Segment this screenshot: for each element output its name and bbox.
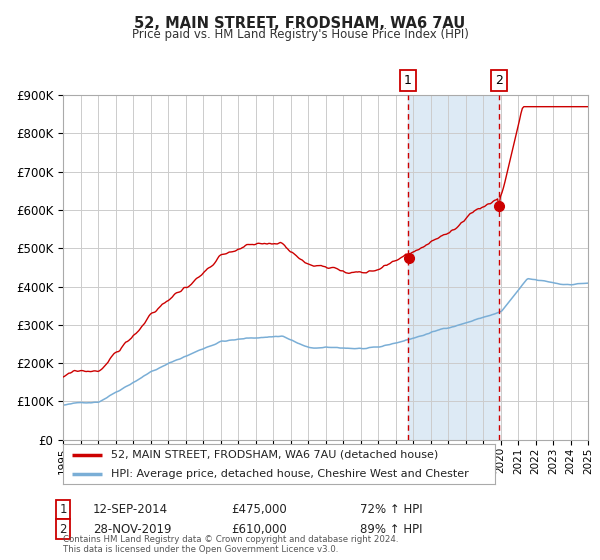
Text: £475,000: £475,000 <box>231 503 287 516</box>
Text: 1: 1 <box>404 74 412 87</box>
Text: Price paid vs. HM Land Registry's House Price Index (HPI): Price paid vs. HM Land Registry's House … <box>131 28 469 41</box>
Bar <box>408 95 499 440</box>
Text: 89% ↑ HPI: 89% ↑ HPI <box>360 522 422 536</box>
Text: 2: 2 <box>59 522 67 536</box>
Text: £610,000: £610,000 <box>231 522 287 536</box>
Text: 2: 2 <box>495 74 503 87</box>
Text: Contains HM Land Registry data © Crown copyright and database right 2024.
This d: Contains HM Land Registry data © Crown c… <box>63 535 398 554</box>
Text: 52, MAIN STREET, FRODSHAM, WA6 7AU: 52, MAIN STREET, FRODSHAM, WA6 7AU <box>134 16 466 31</box>
Text: 12-SEP-2014: 12-SEP-2014 <box>93 503 168 516</box>
Text: 1: 1 <box>59 503 67 516</box>
Text: HPI: Average price, detached house, Cheshire West and Chester: HPI: Average price, detached house, Ches… <box>110 469 468 478</box>
Text: 28-NOV-2019: 28-NOV-2019 <box>93 522 172 536</box>
Text: 72% ↑ HPI: 72% ↑ HPI <box>360 503 422 516</box>
Text: 52, MAIN STREET, FRODSHAM, WA6 7AU (detached house): 52, MAIN STREET, FRODSHAM, WA6 7AU (deta… <box>110 450 438 460</box>
